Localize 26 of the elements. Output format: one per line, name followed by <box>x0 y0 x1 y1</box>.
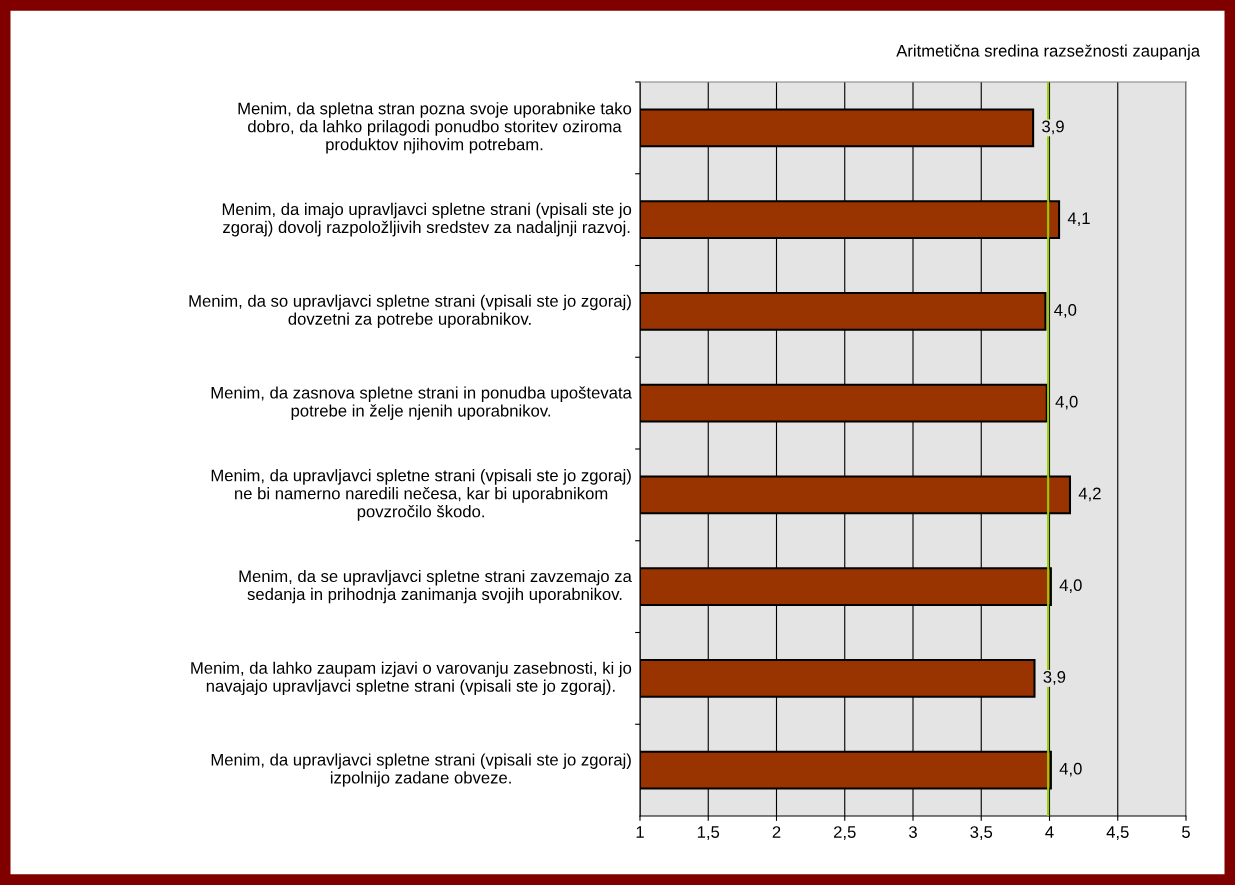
x-tick-label: 1,5 <box>697 826 720 840</box>
ref-line-label: Aritmetična sredina razsežnosti zaupanja <box>896 44 1201 60</box>
data-label: 4,0 <box>1059 762 1082 777</box>
x-tick-label: 1 <box>636 826 644 838</box>
data-label: 3,9 <box>1043 671 1066 685</box>
y-tick-label: Menim, da se upravljavci spletne strani zavzemajo za sedanja in prihodnja zanimanja svojih uporabnikov. <box>239 569 632 604</box>
y-tick-label: Menim, da so upravljavci spletne strani (vpisali ste jo zgoraj) dovzetni za potrebe uporabnikov. <box>189 294 631 329</box>
data-label: 4,0 <box>1059 579 1082 594</box>
data-label: 4,2 <box>1078 487 1101 502</box>
data-label: 4,1 <box>1067 212 1090 227</box>
x-tick-label: 3,5 <box>970 826 993 840</box>
x-tick-label: 5 <box>1182 826 1190 838</box>
y-tick-label: Menim, da spletna stran pozna svoje uporabnike tako dobro, da lahko prilagodi ponudbo storitev oziroma produktov njihovim potrebam. <box>238 102 632 154</box>
y-tick-label: Menim, da upravljavci spletne strani (vpisali ste jo zgoraj) ne bi namerno naredili nečesa, kar bi uporabnikom povzročilo škodo. <box>211 469 631 521</box>
x-tick-label: 2 <box>772 826 781 838</box>
x-tick-label: 2,5 <box>834 826 856 840</box>
data-label: 4,0 <box>1054 304 1077 318</box>
x-tick-label: 4 <box>1045 826 1054 838</box>
y-tick-label: Menim, da upravljavci spletne strani (vpisali ste jo zgoraj) izpolnijo zadane obveze. <box>211 753 631 787</box>
data-label: 4,0 <box>1055 395 1078 410</box>
data-label: 3,9 <box>1042 120 1064 135</box>
x-tick-label: 4,5 <box>1106 826 1129 840</box>
x-tick-label: 3 <box>909 826 917 838</box>
y-tick-label: Menim, da imajo upravljavci spletne strani (vpisali ste jo zgoraj) dovolj razpoložljivih sredstev za nadaljnji razvoj. <box>222 202 632 237</box>
y-tick-label: Menim, da lahko zaupam izjavi o varovanju zasebnosti, ki jo navajajo upravljavci spletne strani (vpisali ste jo zgoraj). <box>191 661 632 696</box>
y-tick-label: Menim, da zasnova spletne strani in ponudba upoštevata potrebe in želje njenih uporabnikov. <box>211 386 632 420</box>
